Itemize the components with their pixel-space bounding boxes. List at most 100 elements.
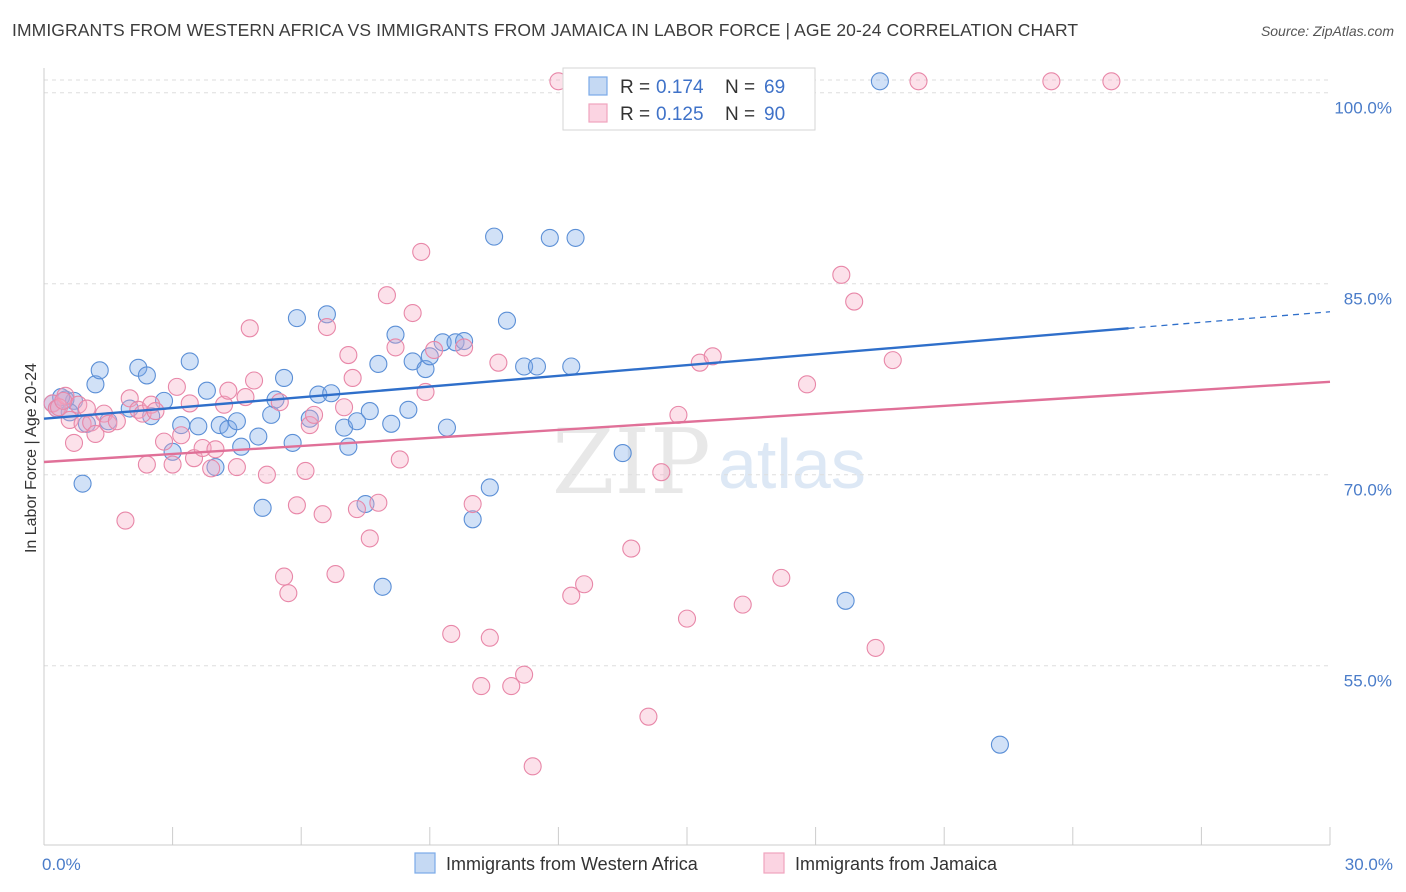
point-jamaica	[326, 565, 345, 584]
point-jamaica	[639, 707, 658, 726]
point-western-africa	[317, 305, 336, 324]
point-jamaica	[172, 426, 191, 445]
point-western-africa	[253, 498, 272, 517]
legend-n-value-pink: 90	[764, 104, 785, 125]
point-jamaica	[180, 394, 199, 413]
point-western-africa	[369, 354, 388, 374]
point-jamaica	[652, 463, 671, 482]
point-western-africa	[86, 375, 105, 394]
point-jamaica	[369, 493, 388, 512]
source-credit: Source: ZipAtlas.com	[1260, 23, 1394, 39]
point-western-africa	[360, 402, 379, 421]
bottom-legend-label-blue: Immigrants from Western Africa	[446, 854, 699, 874]
point-western-africa	[339, 437, 358, 456]
point-jamaica	[163, 455, 182, 474]
point-jamaica	[279, 584, 298, 603]
point-jamaica	[202, 459, 221, 478]
axes	[43, 68, 1331, 846]
point-jamaica	[116, 511, 135, 530]
point-jamaica	[883, 351, 902, 370]
point-western-africa	[613, 444, 632, 463]
point-western-africa	[90, 361, 109, 380]
point-jamaica	[244, 371, 264, 390]
point-western-africa	[180, 352, 199, 371]
trend-lines	[43, 311, 1331, 464]
point-western-africa	[515, 357, 534, 376]
point-jamaica	[463, 494, 482, 514]
point-jamaica	[669, 405, 688, 424]
legend-r-label-pink: R =	[620, 104, 650, 125]
bottom-legend-label-pink: Immigrants from Jamaica	[795, 854, 998, 874]
point-jamaica	[270, 393, 289, 412]
point-western-africa	[386, 325, 405, 344]
point-western-africa	[540, 228, 559, 247]
y-axis-label: In Labor Force | Age 20-24	[23, 363, 40, 553]
point-jamaica	[275, 567, 294, 586]
point-western-africa	[249, 427, 268, 446]
point-jamaica	[866, 638, 885, 657]
point-jamaica	[386, 338, 405, 357]
legend-n-value-blue: 69	[764, 77, 785, 98]
watermark-atlas: atlas	[718, 425, 866, 503]
point-western-africa	[870, 72, 889, 91]
point-jamaica	[772, 568, 791, 587]
point-jamaica	[403, 303, 422, 323]
point-western-africa	[189, 417, 208, 436]
point-jamaica	[296, 461, 315, 480]
point-western-africa	[197, 381, 216, 400]
point-jamaica	[472, 677, 491, 696]
point-western-africa	[455, 331, 474, 351]
point-jamaica	[442, 624, 461, 643]
bottom-legend: Immigrants from Western Africa Immigrant…	[414, 852, 998, 874]
point-western-africa	[382, 414, 401, 433]
point-jamaica	[77, 399, 96, 418]
legend-n-label-blue: N =	[725, 77, 755, 98]
point-western-africa	[437, 418, 456, 437]
y-tick-label: 85.0%	[1344, 290, 1392, 309]
point-jamaica	[390, 450, 409, 469]
point-western-africa	[480, 478, 499, 497]
point-jamaica	[257, 465, 276, 484]
trend-line-western-africa-extension	[1128, 311, 1331, 329]
trend-line-western-africa	[43, 327, 1129, 420]
point-jamaica	[287, 496, 306, 515]
point-western-africa	[283, 433, 302, 452]
point-jamaica	[313, 505, 332, 524]
point-jamaica	[317, 317, 336, 337]
point-western-africa	[137, 366, 156, 385]
bottom-legend-swatch-pink	[763, 852, 785, 874]
point-jamaica	[845, 292, 864, 311]
point-western-africa	[232, 437, 251, 456]
legend-r-value-blue: 0.174	[656, 77, 704, 98]
point-jamaica	[347, 500, 366, 519]
legend-r-value-pink: 0.125	[656, 104, 704, 125]
point-jamaica	[502, 677, 521, 696]
point-jamaica	[206, 440, 225, 459]
point-jamaica	[515, 665, 534, 684]
point-western-africa	[373, 577, 392, 596]
point-jamaica	[622, 539, 641, 558]
chart-title: IMMIGRANTS FROM WESTERN AFRICA VS IMMIGR…	[12, 20, 1079, 40]
point-western-africa	[485, 227, 504, 246]
legend-n-label-pink: N =	[725, 104, 755, 125]
y-tick-labels: 55.0% 70.0% 85.0% 100.0%	[1334, 99, 1392, 691]
point-jamaica	[107, 412, 126, 431]
legend-swatch-pink	[588, 103, 608, 123]
bottom-legend-swatch-blue	[414, 852, 436, 874]
point-jamaica	[455, 338, 474, 357]
point-jamaica	[167, 377, 186, 396]
point-western-africa	[527, 357, 547, 376]
point-western-africa	[356, 494, 375, 514]
series-jamaica	[43, 72, 1121, 776]
point-jamaica	[137, 455, 156, 474]
point-western-africa	[287, 309, 306, 328]
point-jamaica	[64, 433, 84, 452]
point-western-africa	[497, 311, 517, 330]
point-jamaica	[523, 757, 542, 776]
point-western-africa	[990, 735, 1009, 754]
point-jamaica	[425, 340, 444, 359]
gridlines	[44, 79, 1330, 667]
point-jamaica	[300, 416, 319, 435]
point-jamaica	[575, 575, 594, 594]
